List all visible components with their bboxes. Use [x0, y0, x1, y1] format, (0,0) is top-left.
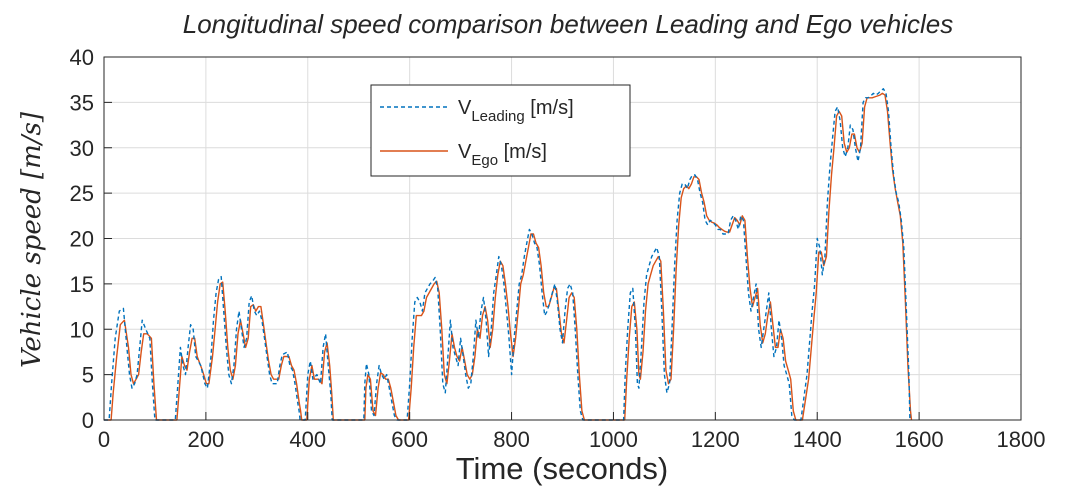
- series-line-leading: [104, 88, 911, 421]
- x-tick-label: 200: [188, 427, 225, 452]
- x-tick-label: 1600: [895, 427, 944, 452]
- legend-label-ego: VEgo [m/s]: [458, 141, 547, 169]
- x-tick-label: 800: [493, 427, 530, 452]
- x-tick-label: 1800: [997, 427, 1046, 452]
- y-tick-label: 10: [70, 317, 94, 342]
- y-tick-label: 30: [70, 136, 94, 161]
- x-tick-label: 0: [98, 427, 110, 452]
- chart-title: Longitudinal speed comparison between Le…: [183, 9, 953, 39]
- x-tick-labels: 0 200 400 600 800 1000 1200 1400 1600 1800: [98, 412, 1046, 452]
- y-tick-label: 25: [70, 181, 94, 206]
- legend-box: [370, 84, 631, 177]
- legend-label-leading: VLeading [m/s]: [458, 97, 574, 125]
- x-axis-label: Time (seconds): [456, 451, 668, 486]
- x-tick-label: 1200: [691, 427, 740, 452]
- y-tick-label: 5: [82, 363, 94, 388]
- series-layer: [104, 88, 913, 421]
- y-tick-label: 20: [70, 227, 94, 252]
- y-tick-label: 15: [70, 272, 94, 297]
- x-tick-label: 1000: [589, 427, 638, 452]
- y-tick-label: 35: [70, 90, 94, 115]
- y-tick-labels: 0 5 10 15 20 25 30 35 40: [70, 45, 112, 433]
- y-axis-label: Vehicle speed [m/s]: [17, 111, 47, 368]
- x-tick-label: 600: [391, 427, 428, 452]
- y-tick-label: 0: [82, 408, 94, 433]
- x-tick-label: 400: [289, 427, 326, 452]
- x-tick-label: 1400: [793, 427, 842, 452]
- y-tick-label: 40: [70, 45, 94, 70]
- legend: VLeading [m/s] VEgo [m/s]: [370, 84, 631, 177]
